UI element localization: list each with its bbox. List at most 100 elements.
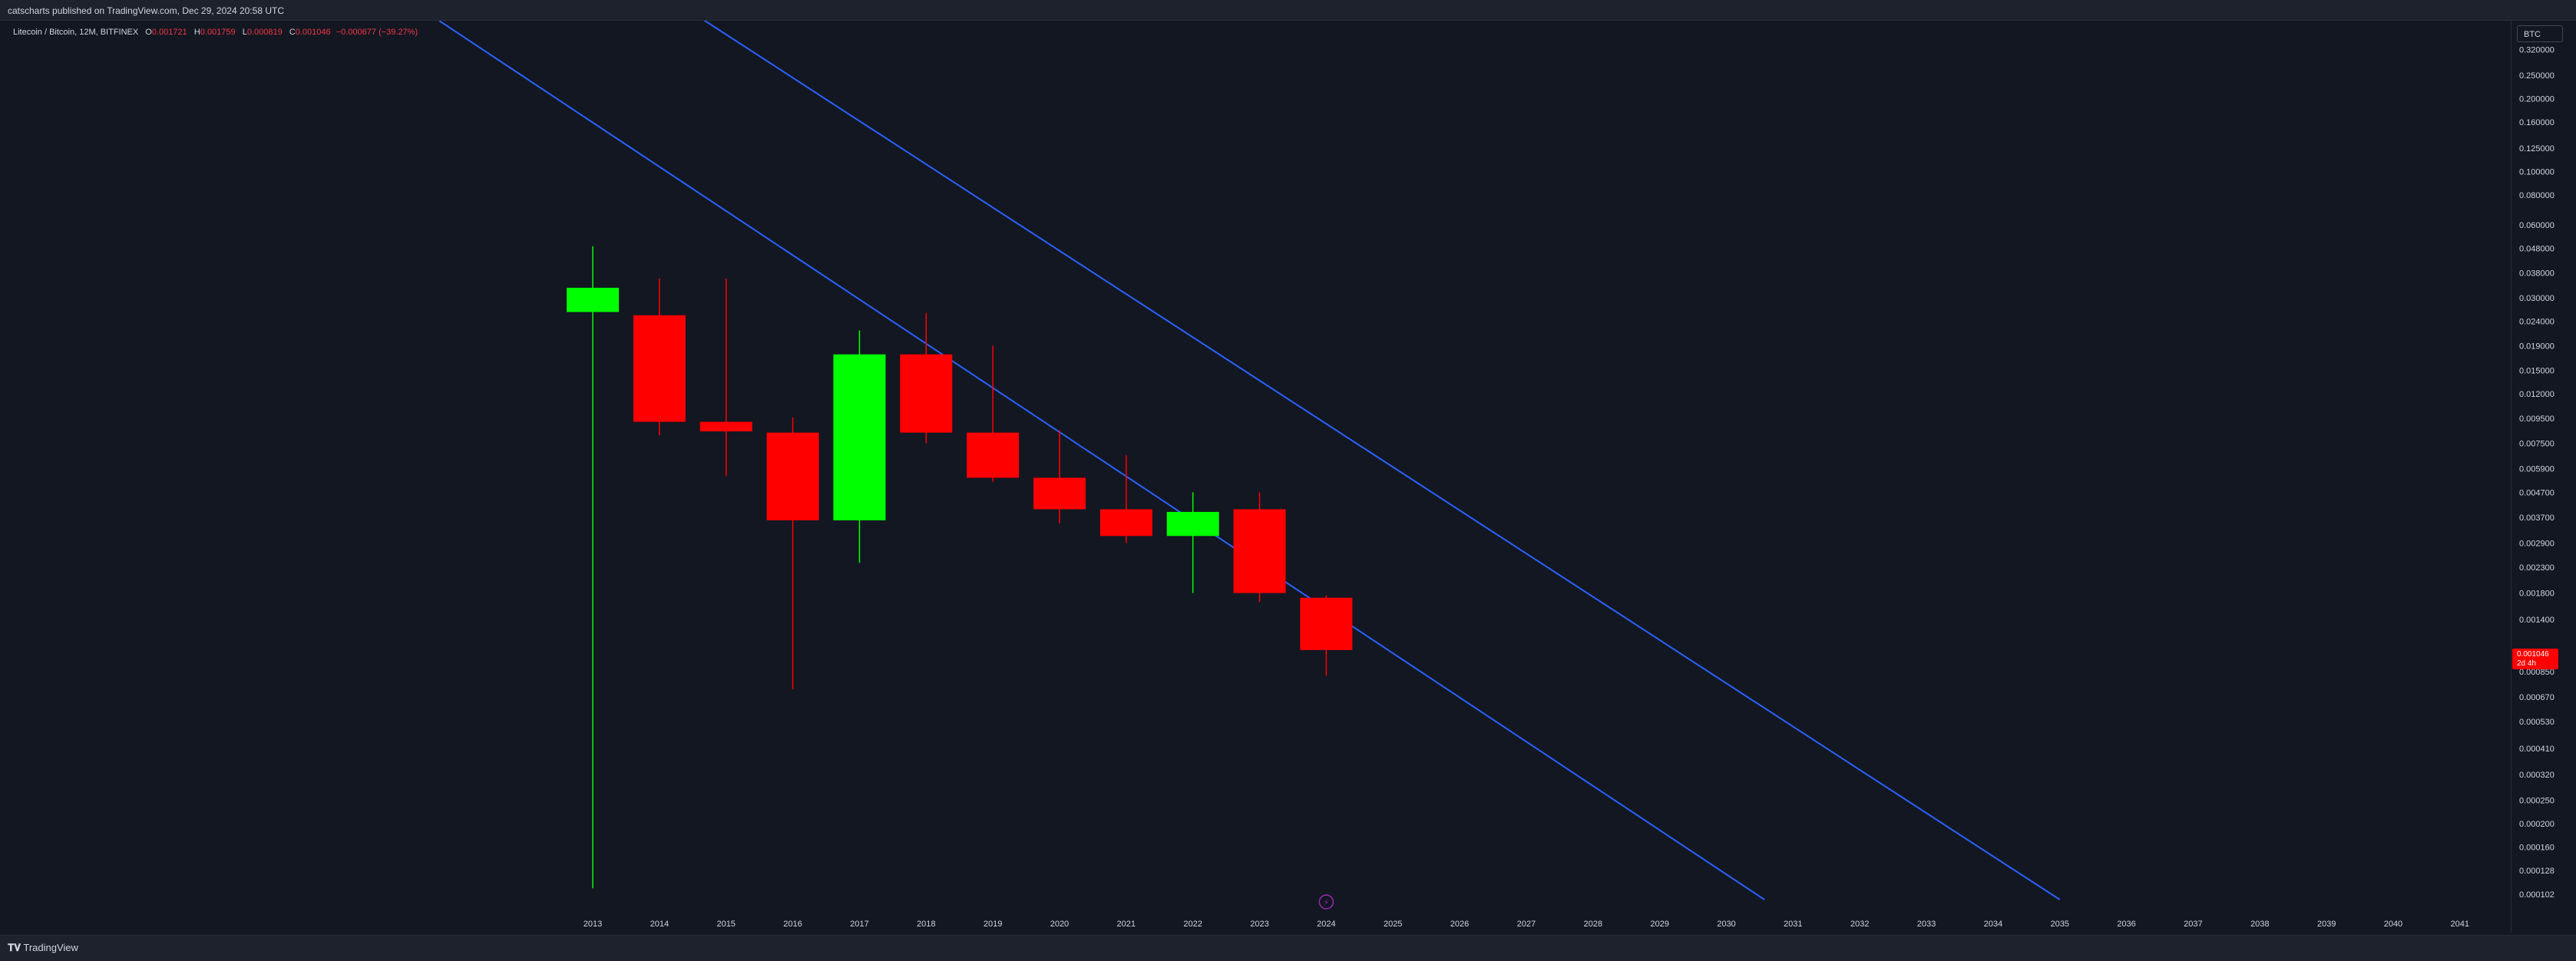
legend-close-label: C [289,28,296,37]
y-tick-0.001400: 0.001400 [2519,616,2555,625]
y-tick-0.060000: 0.060000 [2519,221,2555,230]
published-text: catscharts published on TradingView.com,… [8,5,284,16]
y-tick-0.038000: 0.038000 [2519,269,2555,279]
chart-legend: Litecoin / Bitcoin, 12M, BITFINEX O0.001… [13,28,418,37]
footer-bar: 𝐓𝐕 TradingView [0,935,2576,961]
y-tick-0.002900: 0.002900 [2519,539,2555,548]
legend-high-value: 0.001759 [200,28,236,37]
event-marker-glyph: ⚡ [1324,899,1329,907]
legend-open-value: 0.001721 [151,28,187,37]
x-tick-2022: 2022 [1183,920,1202,929]
y-tick-0.250000: 0.250000 [2519,71,2555,81]
y-tick-0.080000: 0.080000 [2519,191,2555,200]
x-tick-2017: 2017 [850,920,868,929]
x-tick-2024: 2024 [1317,920,1335,929]
x-tick-2013: 2013 [584,920,602,929]
y-tick-0.015000: 0.015000 [2519,367,2555,376]
x-tick-2037: 2037 [2184,920,2202,929]
y-tick-0.000102: 0.000102 [2519,890,2555,900]
x-tick-2032: 2032 [1850,920,1869,929]
x-tick-2027: 2027 [1517,920,1536,929]
y-tick-0.000160: 0.000160 [2519,844,2555,853]
legend-low-value: 0.000819 [246,28,283,37]
x-tick-2036: 2036 [2117,920,2135,929]
x-tick-2035: 2035 [2050,920,2068,929]
tradingview-brand: TradingView [23,942,78,953]
candle-body-2013 [567,287,619,312]
x-tick-2030: 2030 [1717,920,1735,929]
x-tick-2041: 2041 [2451,920,2469,929]
x-tick-2038: 2038 [2250,920,2269,929]
candle-body-2019 [967,432,1020,478]
price-axis[interactable] [2511,21,2576,933]
candle-body-2023 [1233,509,1286,593]
y-tick-0.100000: 0.100000 [2519,167,2555,177]
y-tick-0.019000: 0.019000 [2519,342,2555,351]
y-tick-0.200000: 0.200000 [2519,95,2555,104]
x-tick-2020: 2020 [1050,920,1069,929]
y-tick-0.012000: 0.012000 [2519,390,2555,399]
top-bar: catscharts published on TradingView.com,… [0,0,2576,21]
candle-body-2014 [633,315,686,422]
candle-body-2021 [1100,509,1152,537]
x-tick-2019: 2019 [984,920,1002,929]
y-tick-0.320000: 0.320000 [2519,45,2555,54]
x-tick-2025: 2025 [1384,920,1402,929]
legend-change: −0.000677 (−39.27%) [336,28,418,37]
y-tick-0.000250: 0.000250 [2519,797,2555,806]
legend-open-label: O [145,28,152,37]
trendline-1 [438,21,1765,900]
y-tick-0.005900: 0.005900 [2519,464,2555,474]
legend-high-label: H [193,28,200,37]
x-tick-2034: 2034 [1984,920,2002,929]
candle-body-2015 [699,421,752,432]
candle-body-2017 [833,354,886,520]
y-tick-0.007500: 0.007500 [2519,439,2555,448]
candle-body-2022 [1166,511,1219,537]
x-tick-2039: 2039 [2317,920,2336,929]
x-tick-2014: 2014 [650,920,669,929]
event-marker-icon [1318,894,1334,910]
y-tick-0.125000: 0.125000 [2519,144,2555,154]
y-tick-0.030000: 0.030000 [2519,294,2555,303]
y-tick-0.000670: 0.000670 [2519,693,2555,702]
x-tick-2029: 2029 [1650,920,1668,929]
y-tick-0.004700: 0.004700 [2519,488,2555,497]
legend-symbol: Litecoin / Bitcoin, 12M, BITFINEX [13,28,139,37]
x-tick-2026: 2026 [1450,920,1469,929]
x-tick-2015: 2015 [716,920,735,929]
last-price-countdown: 2d 4h [2517,659,2537,668]
legend-close-value: 0.001046 [295,28,331,37]
y-tick-0.000410: 0.000410 [2519,745,2555,754]
y-tick-0.000320: 0.000320 [2519,771,2555,780]
candle-body-2024 [1300,597,1353,650]
x-tick-2033: 2033 [1917,920,1936,929]
candle-body-2020 [1033,477,1086,510]
y-tick-0.000850: 0.000850 [2519,668,2555,677]
y-tick-0.048000: 0.048000 [2519,245,2555,254]
y-tick-0.001800: 0.001800 [2519,589,2555,599]
last-price-badge: 0.001046 2d 4h [2512,649,2558,669]
x-tick-2031: 2031 [1784,920,1802,929]
trendline-2 [703,21,2061,900]
x-tick-2021: 2021 [1117,920,1136,929]
candle-body-2016 [766,432,819,520]
y-tick-0.000128: 0.000128 [2519,867,2555,876]
candle-body-2018 [900,354,953,433]
y-tick-0.009500: 0.009500 [2519,414,2555,424]
x-tick-2016: 2016 [783,920,802,929]
last-price-value: 0.001046 [2517,650,2549,659]
currency-button[interactable]: BTC [2517,25,2563,42]
y-tick-0.000530: 0.000530 [2519,718,2555,727]
x-tick-2028: 2028 [1584,920,1602,929]
y-tick-0.002300: 0.002300 [2519,563,2555,573]
y-tick-0.003700: 0.003700 [2519,514,2555,523]
x-tick-2040: 2040 [2384,920,2402,929]
y-tick-0.000200: 0.000200 [2519,820,2555,829]
tradingview-logo-icon: 𝐓𝐕 [8,942,21,953]
y-tick-0.024000: 0.024000 [2519,317,2555,326]
tradingview-logo[interactable]: 𝐓𝐕 TradingView [8,942,78,954]
chart-area[interactable] [9,21,2511,933]
y-tick-0.160000: 0.160000 [2519,118,2555,127]
